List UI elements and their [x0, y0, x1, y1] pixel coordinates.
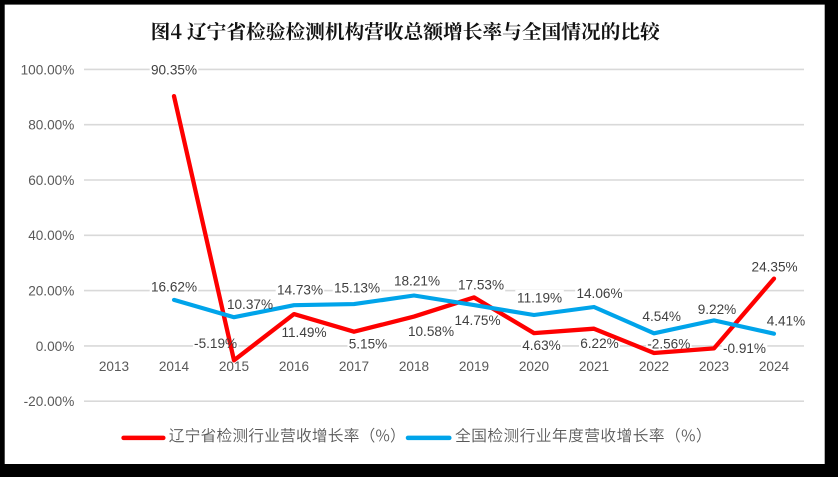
svg-text:-5.19%: -5.19% — [194, 336, 237, 351]
svg-text:5.15%: 5.15% — [349, 336, 388, 351]
svg-text:4.41%: 4.41% — [767, 313, 806, 328]
svg-text:20.00%: 20.00% — [28, 284, 74, 299]
svg-text:18.21%: 18.21% — [394, 273, 440, 288]
svg-text:10.37%: 10.37% — [227, 297, 273, 312]
svg-text:17.53%: 17.53% — [458, 277, 504, 292]
svg-text:6.22%: 6.22% — [580, 336, 619, 351]
svg-text:90.35%: 90.35% — [151, 63, 197, 78]
svg-text:-0.91%: -0.91% — [723, 341, 766, 356]
svg-text:10.58%: 10.58% — [408, 324, 454, 339]
svg-text:80.00%: 80.00% — [28, 118, 74, 133]
svg-text:2015: 2015 — [219, 359, 249, 374]
svg-text:2018: 2018 — [399, 359, 429, 374]
svg-text:14.06%: 14.06% — [576, 286, 622, 301]
svg-text:40.00%: 40.00% — [28, 228, 74, 243]
svg-text:15.13%: 15.13% — [334, 280, 380, 295]
svg-text:2020: 2020 — [519, 359, 550, 374]
svg-text:2023: 2023 — [699, 359, 729, 374]
svg-text:4.63%: 4.63% — [522, 338, 561, 353]
svg-text:2022: 2022 — [639, 359, 669, 374]
svg-text:0.00%: 0.00% — [36, 339, 75, 354]
svg-text:2017: 2017 — [339, 359, 369, 374]
svg-text:4.54%: 4.54% — [642, 309, 681, 324]
svg-text:-2.56%: -2.56% — [647, 336, 690, 351]
svg-text:2016: 2016 — [279, 359, 309, 374]
svg-text:11.49%: 11.49% — [281, 325, 326, 340]
svg-text:14.73%: 14.73% — [277, 282, 323, 297]
svg-text:2021: 2021 — [579, 359, 609, 374]
svg-text:24.35%: 24.35% — [752, 259, 798, 274]
svg-text:-20.00%: -20.00% — [24, 394, 75, 409]
svg-text:11.19%: 11.19% — [517, 290, 562, 305]
svg-text:60.00%: 60.00% — [28, 173, 74, 188]
svg-text:2019: 2019 — [459, 359, 489, 374]
svg-text:100.00%: 100.00% — [21, 62, 75, 77]
svg-text:14.75%: 14.75% — [454, 313, 500, 328]
svg-text:16.62%: 16.62% — [151, 279, 197, 294]
svg-text:2014: 2014 — [159, 359, 190, 374]
svg-text:2013: 2013 — [99, 359, 129, 374]
svg-text:9.22%: 9.22% — [698, 302, 737, 317]
svg-text:2024: 2024 — [759, 359, 790, 374]
